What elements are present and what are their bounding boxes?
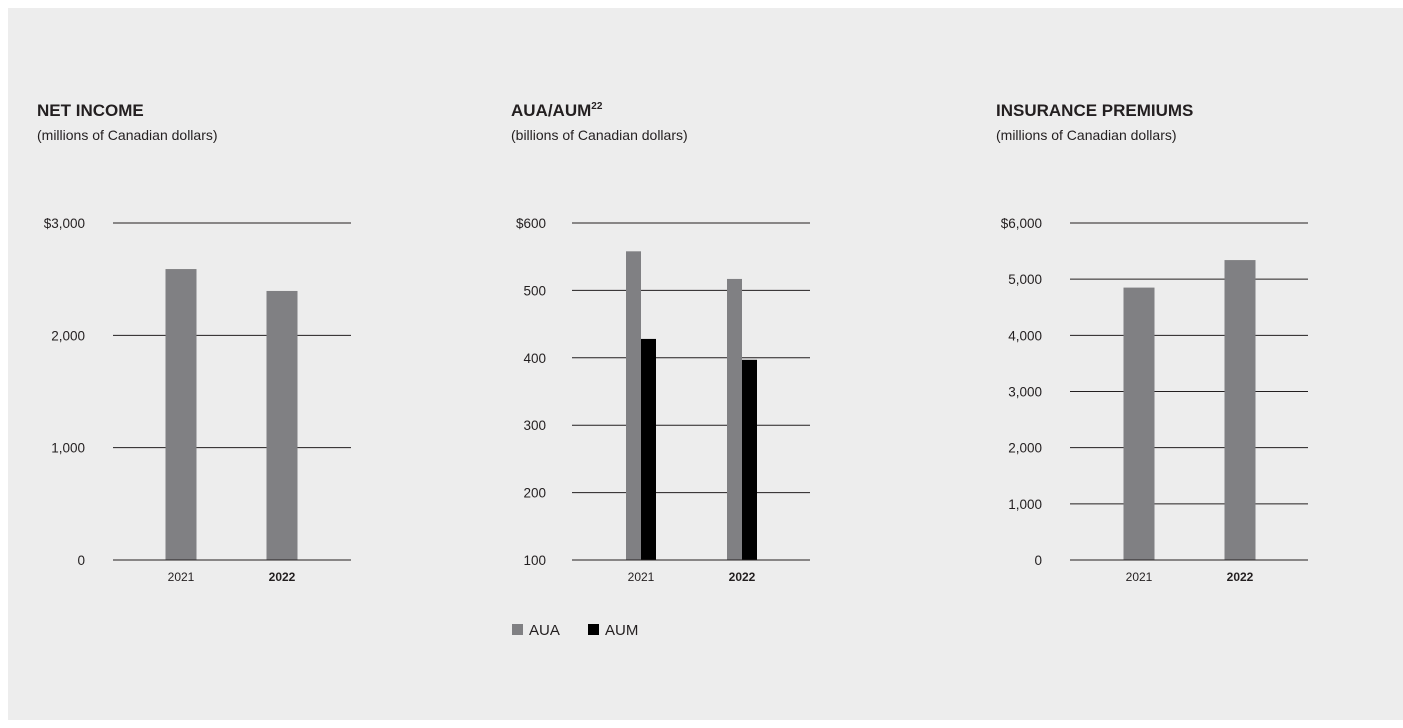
y-tick-label: 300 [523, 418, 546, 433]
chart-1: NET INCOME (millions of Canadian dollars)… [37, 101, 351, 584]
y-tick-label: 100 [523, 553, 546, 568]
y-tick-label: 5,000 [1008, 272, 1042, 287]
chart-subtitle: (millions of Canadian dollars) [996, 127, 1177, 143]
legend-label-aum: AUM [605, 622, 638, 639]
x-tick-label: 2022 [1227, 570, 1254, 584]
y-tick-label: 4,000 [1008, 328, 1042, 343]
bar-2022-aua [727, 278, 742, 560]
y-tick-label: 400 [523, 351, 546, 366]
chart-title: AUA/AUM22 [511, 101, 603, 120]
chart-3: INSURANCE PREMIUMS (millions of Canadian … [996, 101, 1308, 584]
legend-label-aua: AUA [529, 622, 560, 639]
x-tick-label: 2021 [1126, 570, 1153, 584]
legend-swatch-aua [512, 624, 523, 635]
y-tick-label: 1,000 [51, 441, 85, 456]
y-tick-label: 0 [1034, 553, 1042, 568]
bar-2022 [266, 290, 298, 560]
chart-subtitle: (billions of Canadian dollars) [511, 127, 688, 143]
bar-2021-aua [626, 251, 641, 561]
chart-title-superscript: 22 [591, 101, 603, 112]
y-tick-label: 500 [523, 283, 546, 298]
chart-title: NET INCOME [37, 101, 144, 120]
chart-panel: NET INCOME (millions of Canadian dollars)… [8, 8, 1403, 720]
y-tick-label: 1,000 [1008, 497, 1042, 512]
chart-title-text: INSURANCE PREMIUMS [996, 101, 1193, 120]
chart-2: AUA/AUM22 (billions of Canadian dollars) 1… [511, 101, 810, 639]
chart-subtitle: (millions of Canadian dollars) [37, 127, 218, 143]
chart-title-text: AUA/AUM [511, 101, 591, 120]
x-tick-label: 2022 [269, 570, 296, 584]
bar-2022-aum [742, 359, 757, 560]
x-tick-label: 2021 [168, 570, 195, 584]
y-tick-label: $3,000 [44, 216, 85, 231]
legend-swatch-aum [588, 624, 599, 635]
y-tick-label: 0 [77, 553, 85, 568]
y-tick-label: 3,000 [1008, 385, 1042, 400]
chart-title: INSURANCE PREMIUMS [996, 101, 1193, 120]
x-tick-label: 2022 [729, 570, 756, 584]
bar-2021-aum [641, 338, 656, 560]
x-tick-label: 2021 [628, 570, 655, 584]
charts-canvas: NET INCOME (millions of Canadian dollars)… [37, 101, 1308, 639]
y-tick-label: 200 [523, 486, 546, 501]
bar-2022 [1224, 260, 1256, 560]
bar-2021 [1123, 287, 1155, 560]
y-tick-label: 2,000 [1008, 441, 1042, 456]
chart-title-text: NET INCOME [37, 101, 144, 120]
y-tick-label: $6,000 [1001, 216, 1042, 231]
bar-2021 [165, 269, 197, 560]
y-tick-label: $600 [516, 216, 546, 231]
y-tick-label: 2,000 [51, 328, 85, 343]
